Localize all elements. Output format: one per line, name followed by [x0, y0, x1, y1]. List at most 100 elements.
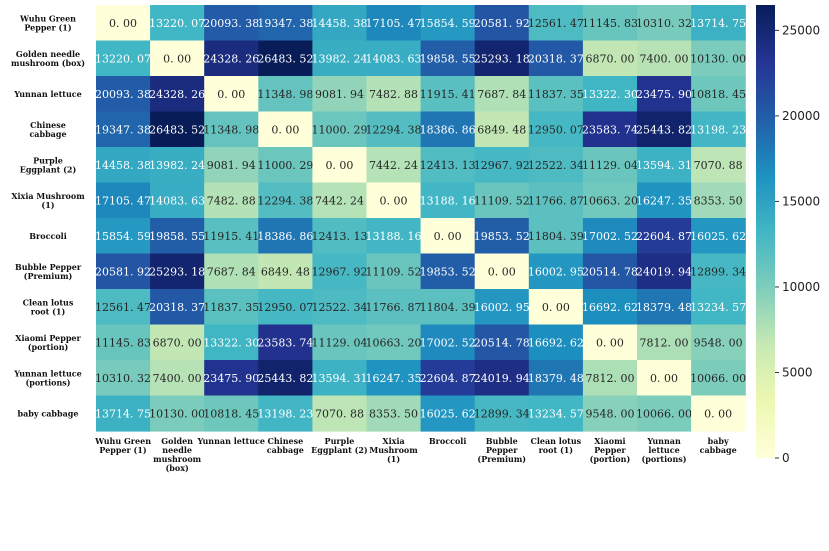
- cell-value-label: 9081. 94: [207, 159, 256, 172]
- cell-value-label: 13198. 23: [690, 123, 746, 136]
- colorbar-gradient: [756, 5, 775, 458]
- cell-value-label: 12950. 07: [257, 301, 313, 314]
- cell-value-label: 13714. 75: [95, 407, 151, 420]
- cell-value-label: 16002. 95: [528, 265, 584, 278]
- cell-value-label: 19853. 52: [420, 265, 476, 278]
- row-label: Clean lotus root (1): [23, 297, 74, 316]
- heatmap-cell: [258, 182, 313, 219]
- heatmap-cell: [366, 40, 422, 77]
- heatmap-cell: [691, 5, 746, 42]
- cell-value-label: 23475. 90: [203, 372, 259, 385]
- heatmap-cell: [366, 111, 422, 148]
- heatmap-cell: [420, 111, 476, 148]
- cell-value-label: 17105. 47: [95, 194, 151, 207]
- heatmap-cell: [474, 111, 530, 148]
- column-label: Xiaomi Pepper (portion): [590, 436, 631, 464]
- heatmap-cell: [366, 5, 422, 42]
- heatmap-cell: [204, 360, 259, 397]
- cell-value-label: 11000. 29: [257, 159, 313, 172]
- cell-value-label: 11804. 39: [528, 230, 584, 243]
- heatmap-cell: [312, 76, 368, 113]
- heatmap-cell: [420, 289, 476, 326]
- cell-value-label: 13234. 57: [528, 407, 584, 420]
- heatmap-cell: [366, 218, 422, 255]
- cell-value-label: 16692. 62: [528, 336, 584, 349]
- cell-value-label: 20514. 78: [474, 336, 530, 349]
- cell-value-label: 22604. 87: [420, 372, 476, 385]
- heatmap-cell: [528, 289, 584, 326]
- heatmap-cell: [366, 253, 422, 290]
- cell-value-label: 0. 00: [325, 159, 353, 172]
- column-label: baby cabbage: [700, 436, 737, 455]
- heatmap-cell: [366, 324, 422, 361]
- heatmap-cell: [637, 218, 692, 255]
- cell-value-label: 0. 00: [650, 372, 678, 385]
- heatmap-cell: [96, 111, 151, 148]
- cell-value-label: 25443. 82: [636, 123, 692, 136]
- cell-value-label: 17002. 52: [582, 230, 638, 243]
- heatmap-cell: [150, 218, 205, 255]
- colorbar-tick-label: 10000: [782, 280, 820, 294]
- heatmap-cell: [312, 395, 368, 432]
- heatmap-cell: [312, 324, 368, 361]
- heatmap-cell: [420, 218, 476, 255]
- row-label: Wuhu Green Pepper (1): [19, 13, 76, 32]
- cell-value-label: 12561. 47: [528, 17, 584, 30]
- cell-value-label: 20514. 78: [582, 265, 638, 278]
- cell-value-label: 10066. 00: [690, 372, 746, 385]
- heatmap-cell: [312, 111, 368, 148]
- colorbar: 0 5000 10000 15000 20000 25000: [756, 5, 820, 465]
- heatmap-cell: [582, 324, 638, 361]
- cell-value-label: 7400. 00: [640, 52, 689, 65]
- cell-value-label: 13188. 16: [420, 194, 476, 207]
- cell-value-label: 12294. 38: [257, 194, 313, 207]
- heatmap-cell: [204, 182, 259, 219]
- cell-value-label: 11109. 52: [474, 194, 530, 207]
- cell-value-label: 18379. 48: [636, 301, 692, 314]
- heatmap-cell: [96, 289, 151, 326]
- heatmap-cell: [691, 111, 746, 148]
- column-label: Xixia Mushroom (1): [369, 436, 418, 464]
- cell-value-label: 0. 00: [542, 301, 570, 314]
- cell-value-label: 18386. 86: [420, 123, 476, 136]
- heatmap-cell: [258, 111, 313, 148]
- cell-value-label: 7812. 00: [640, 336, 689, 349]
- cell-value-label: 10310. 32: [95, 372, 151, 385]
- cell-value-label: 6849. 48: [477, 123, 526, 136]
- colorbar-tick-label: 25000: [782, 23, 820, 37]
- heatmap-cell: [691, 324, 746, 361]
- cell-value-label: 11129. 04: [311, 336, 367, 349]
- row-label: baby cabbage: [18, 408, 79, 418]
- cell-value-label: 0. 00: [488, 265, 516, 278]
- heatmap-cell: [258, 360, 313, 397]
- heatmap-cell: [96, 218, 151, 255]
- row-label: Xiaomi Pepper (portion): [15, 333, 81, 352]
- heatmap-cell: [150, 76, 205, 113]
- cell-value-label: 19347. 38: [95, 123, 151, 136]
- heatmap-cell: [528, 324, 584, 361]
- colorbar-ticks: 0 5000 10000 15000 20000 25000: [775, 23, 820, 465]
- heatmap-cell: [637, 40, 692, 77]
- heatmap-cell: [528, 218, 584, 255]
- heatmap-cell: [420, 40, 476, 77]
- cell-value-label: 23583. 74: [582, 123, 638, 136]
- heatmap-cell: [582, 289, 638, 326]
- heatmap-cell: [637, 360, 692, 397]
- cell-value-label: 13594. 31: [311, 372, 367, 385]
- heatmap-cell: [258, 289, 313, 326]
- colorbar-tick-label: 15000: [782, 194, 820, 208]
- cell-value-label: 19858. 55: [420, 52, 476, 65]
- cell-value-label: 24019. 94: [636, 265, 692, 278]
- column-label: Purple Eggplant (2): [311, 436, 368, 455]
- heatmap-cell: [312, 360, 368, 397]
- heatmap-cell: [474, 147, 530, 184]
- cell-value-label: 12967. 92: [474, 159, 530, 172]
- cell-value-label: 7687. 84: [207, 265, 256, 278]
- cell-value-label: 15854. 59: [95, 230, 151, 243]
- heatmap-cell: [691, 182, 746, 219]
- cell-value-label: 11348. 98: [203, 123, 259, 136]
- cell-value-label: 19347. 38: [257, 17, 313, 30]
- cell-value-label: 11109. 52: [366, 265, 422, 278]
- cell-value-label: 24019. 94: [474, 372, 530, 385]
